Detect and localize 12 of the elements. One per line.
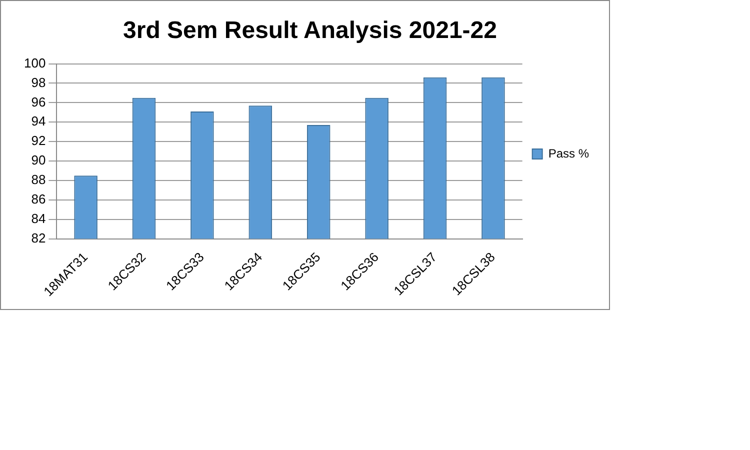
y-tick-label: 86	[31, 191, 46, 206]
y-tick-label: 96	[31, 94, 46, 110]
y-tick-label: 90	[31, 152, 46, 168]
y-tick-label: 100	[24, 55, 46, 70]
legend-label: Pass %	[548, 146, 590, 160]
y-tick-label: 88	[31, 172, 46, 188]
y-tick-label: 98	[31, 74, 46, 90]
y-tick-label: 92	[31, 133, 46, 148]
y-tick-label: 82	[31, 230, 46, 246]
y-tick-label: 94	[31, 114, 46, 129]
y-tick-label: 84	[31, 210, 46, 226]
chart-title: 3rd Sem Result Analysis 2021-22	[123, 17, 497, 44]
